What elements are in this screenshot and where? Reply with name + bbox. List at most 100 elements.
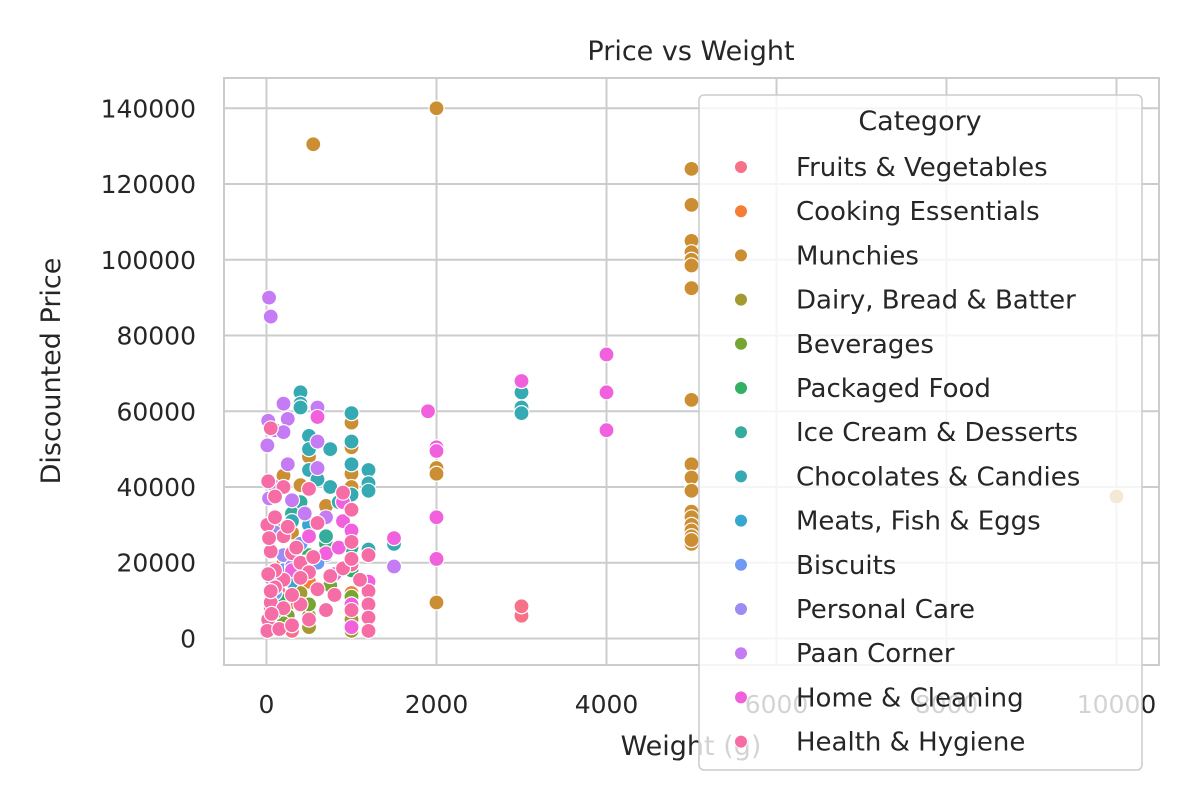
legend-entry-label: Home & Cleaning [796,683,1024,713]
data-point [260,289,278,306]
data-point [385,530,403,547]
legend-entry-label: Health & Hygiene [796,728,1025,758]
data-point [351,571,369,588]
legend-entry-label: Chocolates & Candies [796,462,1080,492]
data-point [309,581,326,598]
legend-marker [734,425,748,440]
legend-marker [734,557,748,572]
data-point [309,459,326,477]
data-point [343,619,360,636]
data-point [683,160,700,177]
data-point [317,601,335,619]
data-point [305,548,322,566]
legend-entry-label: Munchies [796,241,919,271]
data-point [343,456,360,473]
legend-entry-label: Beverages [796,330,934,360]
data-point [343,550,360,568]
y-axis-title: Discounted Price [36,258,67,485]
data-point [260,473,277,490]
legend-entry-label: Ice Cream & Desserts [796,418,1078,448]
data-point [428,509,445,526]
data-point [283,492,301,509]
data-point [343,501,360,518]
data-point [513,372,530,390]
legend-entry-label: Dairy, Bread & Batter [796,286,1076,316]
legend-marker [734,160,748,174]
legend-marker [734,204,748,219]
data-point [360,547,377,564]
data-point [683,531,700,549]
data-point [683,391,700,409]
data-point [259,437,276,454]
x-tick-label: 2000 [405,690,469,719]
legend-entry-label: Meats, Fish & Eggs [796,507,1041,537]
data-point [300,480,318,497]
legend-marker [734,646,748,661]
legend-marker [734,248,748,263]
y-tick-label: 40000 [116,473,196,502]
data-point [683,257,700,274]
data-point [343,601,360,619]
legend-marker [734,513,748,528]
data-point [683,482,700,499]
data-point [513,405,530,422]
legend-title: Category [858,106,981,137]
legend-entry-label: Personal Care [796,595,975,625]
legend-marker [734,690,748,705]
data-point [292,399,309,416]
legend-marker [734,381,748,395]
legend-entry-label: Fruits & Vegetables [796,153,1048,183]
data-point [419,403,437,420]
data-point [260,566,277,583]
data-point [322,441,339,458]
chart-title: Price vs Weight [587,36,794,67]
data-point [300,528,318,545]
legend-marker [734,469,748,484]
legend-marker [734,734,748,749]
data-point [275,395,292,412]
data-point [283,586,301,604]
data-point [317,528,335,545]
legend-box [698,94,1143,771]
data-point [305,136,322,153]
data-point [262,583,279,600]
legend: Category Fruits & Vegetables Cooking Esse… [698,94,1143,771]
data-point [598,384,615,401]
y-tick-label: 0 [180,624,196,653]
data-point [343,433,360,450]
data-point [343,533,360,551]
y-tick-label: 120000 [101,170,196,199]
data-point [598,422,615,439]
data-point [296,505,313,522]
data-point [266,509,284,526]
y-tick-label: 60000 [116,397,196,426]
y-tick-label: 140000 [101,94,196,123]
data-point [428,550,445,568]
data-point [385,558,403,575]
data-point [326,586,343,604]
data-point [262,543,279,560]
legend-marker [734,336,748,351]
x-tick-label: 4000 [575,690,639,719]
data-point [309,433,326,450]
data-point [428,100,445,117]
data-point [428,594,445,611]
data-point [360,622,377,640]
legend-marker [734,292,748,307]
legend-entry-label: Packaged Food [796,374,991,404]
data-point [283,617,301,634]
data-point [266,488,284,505]
data-point [262,420,279,437]
x-tick-label: 0 [259,690,275,719]
data-point [322,567,339,585]
data-point [428,442,445,460]
legend-entry-label: Cooking Essentials [796,197,1040,227]
data-point [334,484,352,501]
data-point [309,408,326,426]
data-point [263,605,280,622]
data-point [279,518,296,535]
data-point [513,598,530,615]
legend-entry-label: Biscuits [796,551,896,581]
